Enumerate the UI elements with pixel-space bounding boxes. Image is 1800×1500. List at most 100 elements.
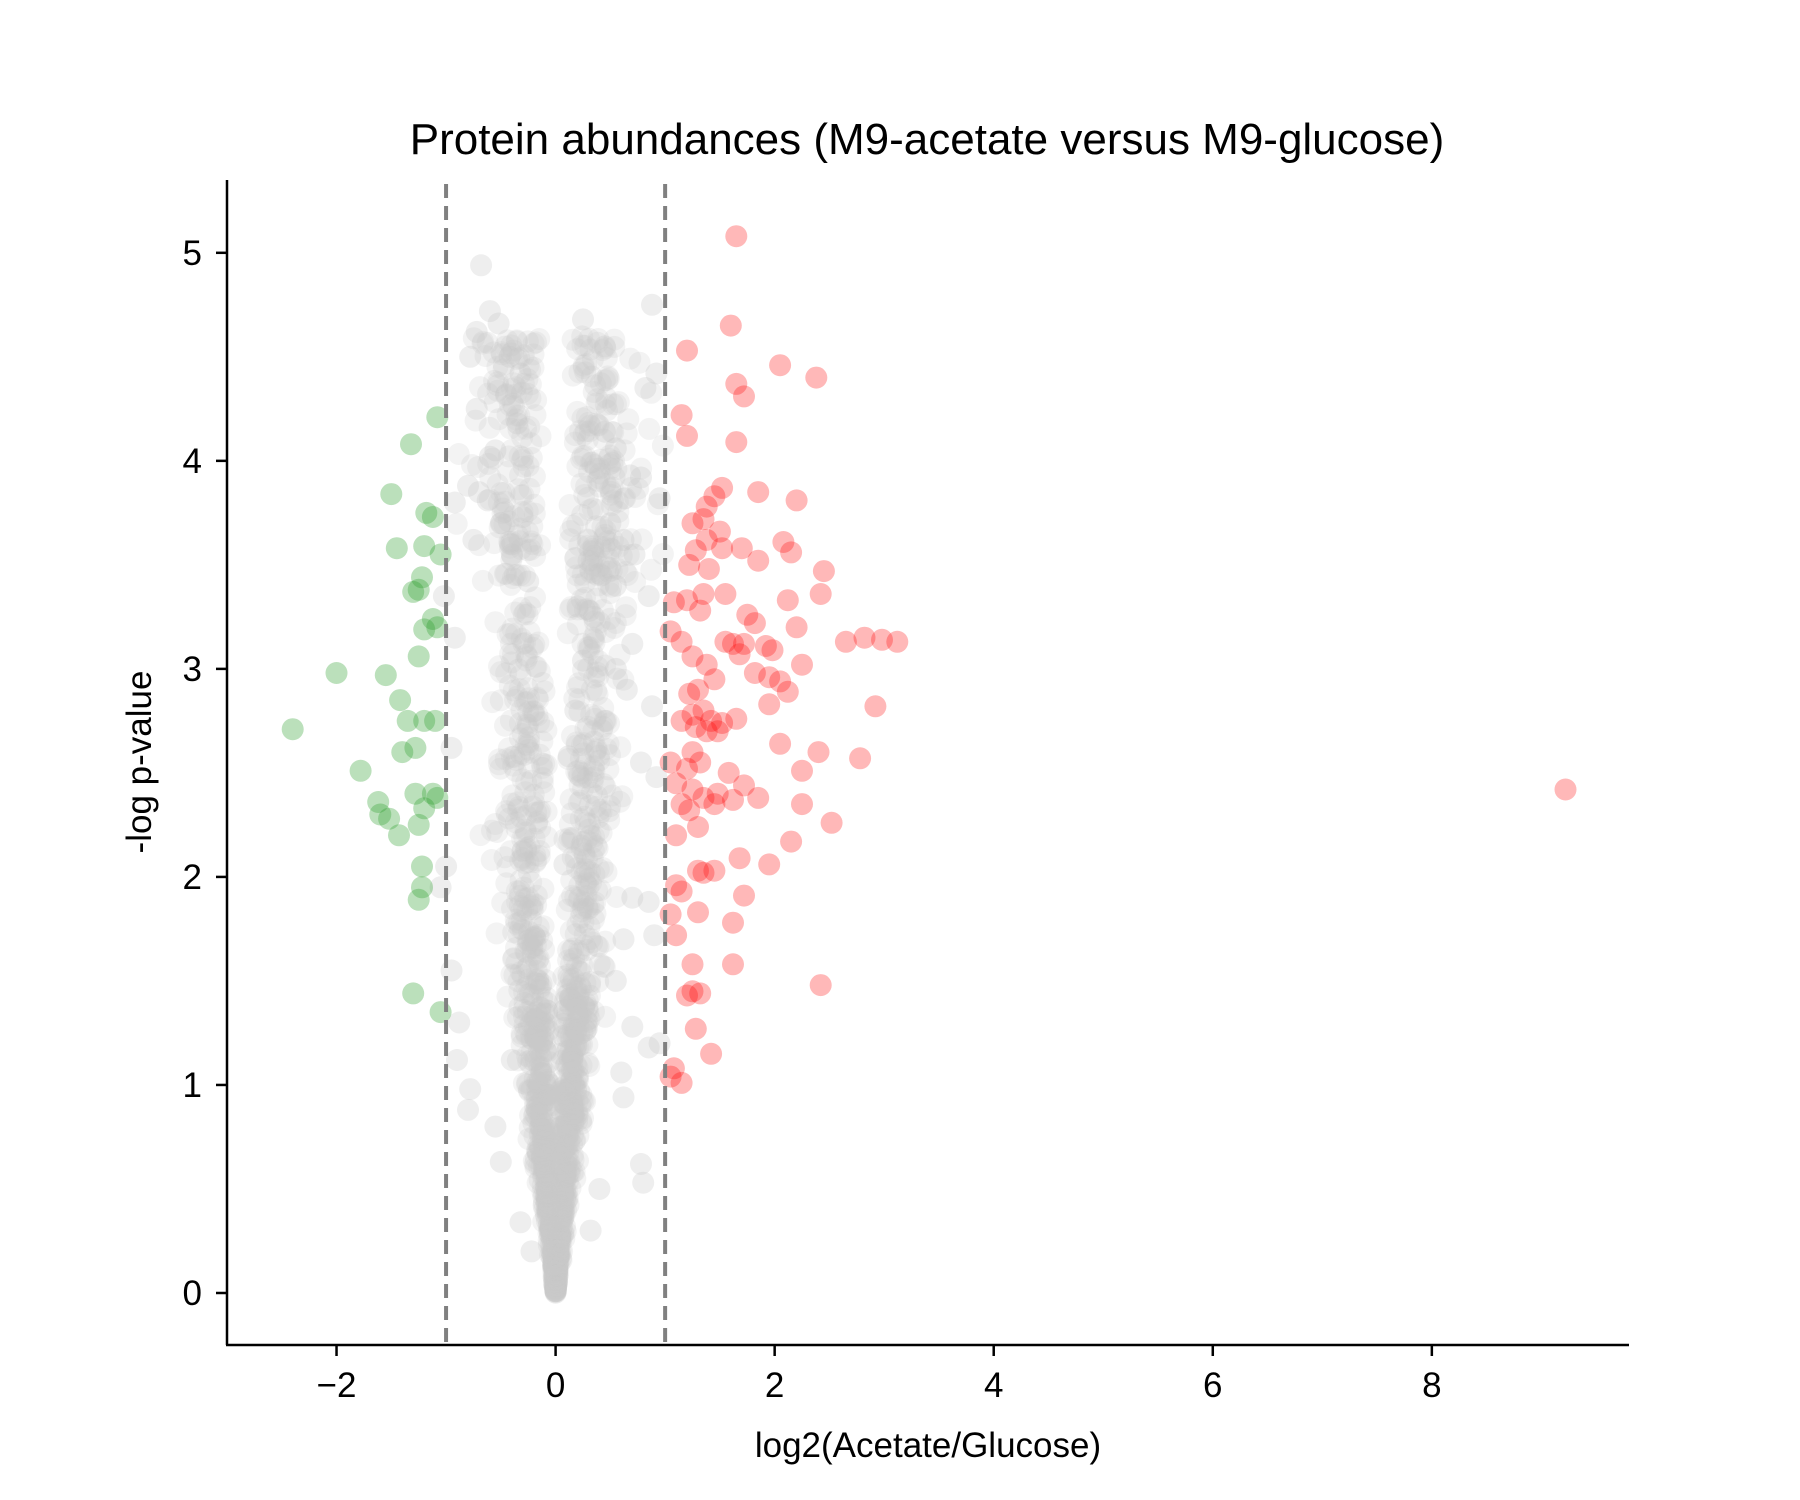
neutral-point (559, 986, 582, 1009)
neutral-point (528, 954, 551, 977)
neutral-point (510, 596, 533, 619)
neutral-point (558, 1133, 581, 1156)
neutral-point (569, 1004, 592, 1027)
neutral-point (564, 546, 587, 569)
neutral-point (594, 337, 617, 360)
neutral-point (566, 998, 589, 1021)
neutral-point (611, 785, 634, 808)
neutral-point (551, 1240, 574, 1263)
neutral-point (545, 1277, 568, 1300)
neutral-point (600, 575, 623, 598)
neutral-point (562, 1148, 585, 1171)
neutral-point (539, 1194, 561, 1217)
neutral-point (597, 547, 620, 570)
neutral-point (569, 419, 592, 442)
neutral-point (569, 789, 592, 812)
neutral-point (573, 858, 596, 881)
up-point (676, 589, 698, 612)
neutral-point (538, 1196, 561, 1218)
neutral-point (536, 1160, 558, 1183)
neutral-point (576, 938, 598, 961)
neutral-point (560, 939, 583, 962)
neutral-point (492, 358, 515, 381)
up-point (791, 759, 813, 782)
neutral-point (556, 1149, 579, 1172)
threshold-lines (444, 184, 668, 1345)
neutral-point (640, 558, 663, 581)
neutral-point (501, 897, 523, 920)
neutral-point (572, 1089, 595, 1112)
neutral-point (578, 984, 601, 1007)
neutral-point (557, 1056, 580, 1079)
neutral-point (512, 632, 535, 655)
neutral-point (562, 990, 585, 1013)
neutral-point (500, 792, 523, 815)
neutral-point (537, 1171, 560, 1194)
up-point (849, 747, 872, 770)
neutral-point (576, 428, 599, 451)
up-point (695, 653, 718, 676)
neutral-point (555, 1150, 578, 1173)
neutral-point (531, 1108, 554, 1130)
neutral-point (487, 564, 510, 587)
neutral-point (558, 1101, 581, 1124)
neutral-point (448, 1011, 471, 1034)
neutral-point (579, 824, 602, 847)
neutral-point (500, 334, 523, 357)
neutral-point (527, 1133, 550, 1156)
neutral-point (542, 1267, 565, 1290)
neutral-point (512, 372, 535, 395)
neutral-point (547, 1243, 570, 1266)
neutral-point (476, 331, 499, 354)
neutral-point (556, 1187, 579, 1209)
up-point (807, 741, 830, 764)
neutral-point (554, 1215, 576, 1238)
up-point (886, 630, 909, 653)
neutral-point (554, 1162, 577, 1185)
neutral-point (579, 928, 602, 951)
neutral-point (590, 801, 613, 823)
neutral-point (517, 570, 540, 593)
neutral-point (536, 986, 558, 1009)
neutral-point (523, 1105, 545, 1128)
neutral-point (540, 1246, 563, 1269)
neutral-point (495, 662, 518, 685)
neutral-point (502, 643, 524, 666)
neutral-point (543, 1267, 566, 1290)
neutral-point (567, 763, 590, 786)
neutral-point (567, 1014, 590, 1037)
neutral-point (567, 1149, 589, 1172)
neutral-point (535, 800, 558, 823)
neutral-point (550, 1231, 573, 1254)
neutral-point (480, 849, 503, 871)
neutral-point (542, 1246, 565, 1269)
neutral-point (547, 1239, 570, 1262)
neutral-point (610, 544, 633, 567)
neutral-point (588, 562, 611, 585)
neutral-point (477, 452, 500, 475)
neutral-point (508, 979, 531, 1002)
y-tick-label: 2 (183, 858, 202, 897)
neutral-point (529, 975, 552, 998)
down-point (369, 803, 392, 826)
neutral-point (459, 1078, 482, 1101)
neutral-point (621, 632, 644, 655)
up-point (834, 630, 857, 653)
neutral-point (544, 1278, 567, 1300)
neutral-point (521, 895, 544, 918)
neutral-point (529, 996, 552, 1019)
neutral-point (562, 1109, 585, 1132)
neutral-point (559, 1121, 582, 1144)
neutral-point (614, 604, 637, 627)
neutral-point (540, 1214, 563, 1237)
up-point (684, 716, 707, 739)
neutral-point (548, 1223, 571, 1246)
neutral-point (516, 1071, 539, 1094)
up-point (725, 372, 748, 395)
neutral-point (594, 621, 617, 643)
neutral-point (532, 1151, 555, 1174)
up-point (703, 668, 726, 691)
neutral-point (536, 1164, 559, 1187)
neutral-point (550, 1159, 573, 1182)
neutral-point (522, 984, 545, 1007)
